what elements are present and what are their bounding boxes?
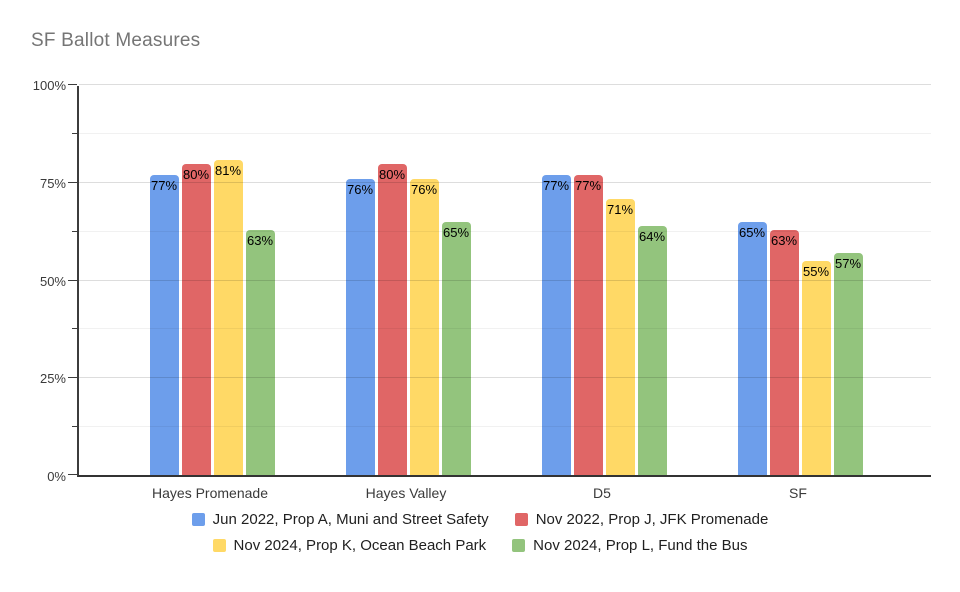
bar-value-label: 77% [542,178,570,194]
plot-area: 77% 80% 81% 63% 76% 80% 76% 65% 77% 77% 71% 64% 65% 6… [68,84,931,477]
legend-swatch [512,539,526,552]
axis-tick [68,377,77,379]
bar-value-label: 77% [150,178,178,194]
x-axis-label: Hayes Promenade [152,485,268,501]
bar-value-label: 64% [638,229,666,245]
bar-value-label: 55% [802,264,830,280]
bar: 57% [833,253,863,475]
x-axis-label: SF [789,485,807,501]
bar-value-label: 65% [442,225,470,241]
axis-tick [68,84,77,85]
legend-swatch [514,513,528,526]
bar-value-label: 77% [574,178,602,194]
legend-label: Nov 2022, Prop J, JFK Promenade [535,511,769,528]
x-axis-label: Hayes Valley [365,485,447,501]
bar-group: 77% 80% 81% 63% [149,86,275,475]
axis-minor-tick [72,132,77,134]
bar: 77% [149,175,179,475]
bar: 55% [801,261,831,475]
legend-label: Jun 2022, Prop A, Muni and Street Safety [212,511,489,528]
axis-tick [68,181,77,183]
bar: 63% [245,229,275,475]
bar: 64% [637,226,667,475]
legend-label: Nov 2024, Prop L, Fund the Bus [533,537,748,554]
bar: 80% [377,163,407,475]
legend-item: Nov 2024, Prop L, Fund the Bus [512,537,747,554]
bar: 76% [345,179,375,475]
x-axis-label: D5 [593,485,611,501]
bar: 81% [213,159,243,475]
legend-item: Jun 2022, Prop A, Muni and Street Safety [191,511,489,528]
bar-value-label: 80% [378,166,406,182]
legend-swatch [212,539,226,552]
bar: 77% [573,175,603,475]
legend-item: Nov 2022, Prop J, JFK Promenade [514,511,769,528]
bar: 65% [737,222,767,475]
y-axis-label: 50% [39,273,66,289]
axis-tick [68,279,77,281]
legend: Jun 2022, Prop A, Muni and Street Safety… [0,511,960,554]
bar-group: 65% 63% 55% 57% [737,86,863,475]
legend-label: Nov 2024, Prop K, Ocean Beach Park [233,537,487,554]
bar-value-label: 80% [182,166,210,182]
bar-value-label: 76% [410,182,438,198]
bar: 65% [441,222,471,475]
bar-value-label: 76% [346,182,374,198]
axis-tick [68,474,77,475]
legend-rows: Jun 2022, Prop A, Muni and Street Safety… [120,511,840,554]
legend-swatch [191,513,205,526]
bar: 71% [605,198,635,475]
y-axis-label: 100% [32,78,66,93]
bar-value-label: 65% [738,225,766,241]
bar-value-label: 57% [834,256,862,272]
bar-value-label: 81% [214,162,242,178]
bar: 80% [181,163,211,475]
chart-title: SF Ballot Measures [31,30,201,51]
y-axis-label: 75% [39,175,66,191]
bar-group: 76% 80% 76% 65% [345,86,471,475]
axis-minor-tick [72,328,77,330]
y-axis-label: 0% [47,469,66,484]
gridline-major [79,84,931,85]
bar-value-label: 63% [770,232,798,248]
axis-minor-tick [72,230,77,232]
bar-value-label: 71% [606,201,634,217]
axis-minor-tick [72,426,77,428]
legend-item: Nov 2024, Prop K, Ocean Beach Park [212,537,487,554]
bar: 76% [409,179,439,475]
bar-group: 77% 77% 71% 64% [541,86,667,475]
bar: 63% [769,229,799,475]
y-axis-label: 25% [39,371,66,387]
bar-value-label: 63% [246,232,274,248]
bar: 77% [541,175,571,475]
